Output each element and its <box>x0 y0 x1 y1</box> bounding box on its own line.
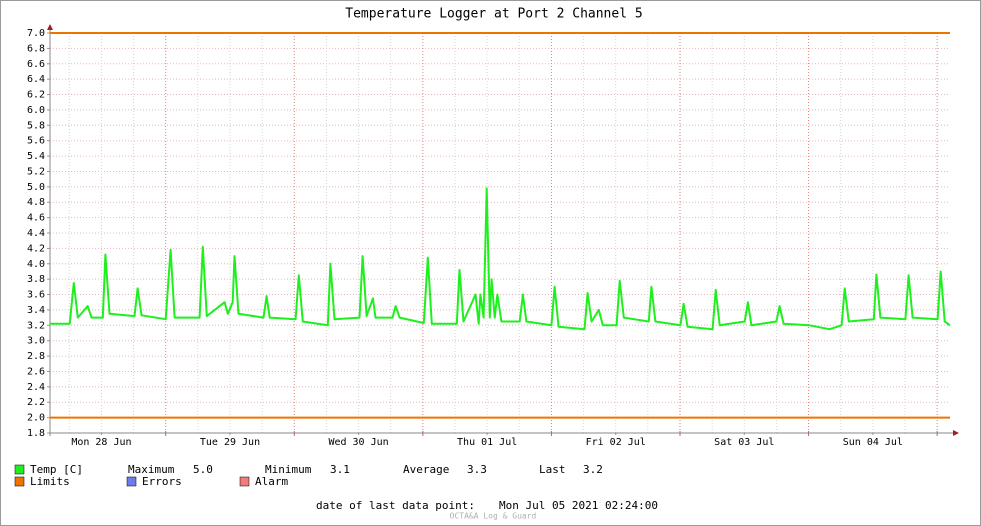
y-tick-label: 7.0 <box>27 28 45 39</box>
y-tick-label: 4.4 <box>27 228 45 239</box>
stat-value: 3.2 <box>583 463 603 476</box>
legend-label: Limits <box>30 475 70 488</box>
series-line <box>50 187 951 331</box>
y-tick-label: 6.6 <box>27 59 45 70</box>
x-tick-label: Fri 02 Jul <box>586 437 646 448</box>
y-tick-label: 6.8 <box>27 43 45 54</box>
chart-title: Temperature Logger at Port 2 Channel 5 <box>345 7 642 22</box>
y-tick-label: 4.6 <box>27 213 45 224</box>
y-tick-label: 3.0 <box>27 336 45 347</box>
y-tick-label: 5.6 <box>27 136 45 147</box>
y-tick-label: 5.0 <box>27 182 45 193</box>
footer-value: Mon Jul 05 2021 02:24:00 <box>499 499 658 512</box>
y-tick-label: 6.4 <box>27 74 45 85</box>
y-tick-label: 5.2 <box>27 166 45 177</box>
x-axis-arrow <box>953 430 959 436</box>
legend-swatch <box>239 476 250 487</box>
stat-label: Minimum <box>265 463 312 476</box>
x-tick-label: Sun 04 Jul <box>843 437 903 448</box>
footer-label: date of last data point: <box>316 499 475 512</box>
y-tick-label: 2.6 <box>27 366 45 377</box>
legend-swatch <box>14 476 25 487</box>
x-tick-label: Tue 29 Jun <box>200 437 260 448</box>
y-tick-label: 2.0 <box>27 413 45 424</box>
y-tick-label: 5.8 <box>27 120 45 131</box>
y-tick-label: 3.8 <box>27 274 45 285</box>
y-tick-label: 1.8 <box>27 428 45 439</box>
x-tick-label: Wed 30 Jun <box>328 437 388 448</box>
y-tick-label: 3.4 <box>27 305 45 316</box>
stat-label: Average <box>403 463 449 476</box>
stat-label: Last <box>539 463 566 476</box>
x-tick-label: Mon 28 Jun <box>71 437 131 448</box>
y-tick-label: 3.6 <box>27 290 45 301</box>
legend-swatch <box>126 476 137 487</box>
legend-label: Errors <box>142 475 182 488</box>
y-tick-label: 2.8 <box>27 351 45 362</box>
stat-value: 5.0 <box>193 463 213 476</box>
x-tick-label: Sat 03 Jul <box>714 437 774 448</box>
y-tick-label: 2.2 <box>27 397 45 408</box>
legend-label: Alarm <box>255 475 288 488</box>
watermark: OCTA&A Log & Guard <box>450 512 537 521</box>
stat-value: 3.3 <box>467 463 487 476</box>
stat-value: 3.1 <box>330 463 350 476</box>
stat-label: Maximum <box>128 463 175 476</box>
legend-swatch <box>14 464 25 475</box>
y-tick-label: 4.0 <box>27 259 45 270</box>
y-tick-label: 4.2 <box>27 243 45 254</box>
y-tick-label: 6.2 <box>27 90 45 101</box>
legend-label: Temp [C] <box>30 463 83 476</box>
y-tick-label: 5.4 <box>27 151 45 162</box>
x-tick-label: Thu 01 Jul <box>457 437 517 448</box>
y-tick-label: 3.2 <box>27 320 45 331</box>
y-axis-arrow <box>47 24 53 30</box>
y-tick-label: 2.4 <box>27 382 45 393</box>
y-tick-label: 6.0 <box>27 105 45 116</box>
y-tick-label: 4.8 <box>27 197 45 208</box>
